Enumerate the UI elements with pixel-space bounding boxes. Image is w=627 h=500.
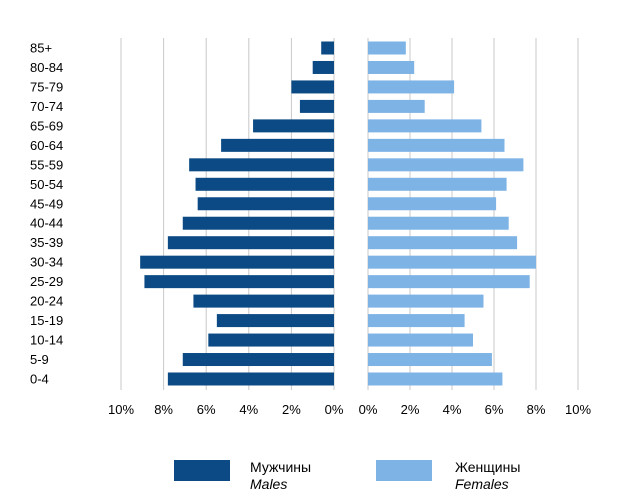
tick-right: 0% [359, 402, 378, 417]
bar-male-80-84 [312, 60, 334, 74]
bar-male-25-29 [144, 275, 334, 289]
bar-male-0-4 [167, 372, 334, 386]
bar-male-65-69 [253, 119, 334, 133]
legend-swatch-males [174, 460, 230, 481]
legend-label-females-ru: Женщины [455, 459, 521, 475]
bar-female-65-69 [368, 119, 482, 133]
bar-female-45-49 [368, 197, 497, 211]
bar-male-85+ [321, 41, 334, 55]
tick-left: 10% [108, 402, 134, 417]
bar-male-10-14 [208, 333, 334, 347]
age-label-30-34: 30-34 [30, 255, 63, 270]
bar-female-70-74 [368, 99, 425, 113]
age-label-35-39: 35-39 [30, 235, 63, 250]
legend-label-females: Женщины Females [455, 459, 520, 493]
bar-female-50-54 [368, 177, 507, 191]
age-label-10-14: 10-14 [30, 333, 63, 348]
grid-left [120, 38, 335, 390]
x-axis-ticks-left: 10% 8% 6% 4% 2% 0% [108, 402, 344, 417]
male-bars [140, 41, 334, 386]
age-label-20-24: 20-24 [30, 294, 63, 309]
legend-label-females-en: Females [455, 476, 509, 492]
age-group-labels: 85+ 80-84 75-79 70-74 65-69 60-64 55-59 50-54 45… [30, 41, 63, 387]
age-label-40-44: 40-44 [30, 216, 63, 231]
tick-right: 6% [485, 402, 504, 417]
bar-male-40-44 [182, 216, 334, 230]
age-label-15-19: 15-19 [30, 313, 63, 328]
bar-male-70-74 [299, 99, 334, 113]
bar-male-50-54 [195, 177, 334, 191]
bar-female-55-59 [368, 158, 524, 172]
female-bars [368, 41, 536, 386]
bar-female-85+ [368, 41, 406, 55]
bar-male-15-19 [216, 314, 334, 328]
tick-left: 8% [154, 402, 173, 417]
bar-female-0-4 [368, 372, 503, 386]
bar-male-60-64 [221, 138, 334, 152]
legend-label-males: Мужчины Males [250, 459, 311, 493]
age-label-65-69: 65-69 [30, 118, 63, 133]
grid-right [367, 38, 579, 390]
legend-swatch-females [376, 460, 432, 481]
bar-female-5-9 [368, 353, 492, 367]
bar-male-20-24 [193, 294, 334, 308]
population-pyramid-chart: 85+ 80-84 75-79 70-74 65-69 60-64 55-59 50-54 45… [30, 38, 592, 417]
legend-label-males-ru: Мужчины [250, 459, 312, 475]
age-label-45-49: 45-49 [30, 196, 63, 211]
legend-label-males-en: Males [250, 476, 288, 492]
age-label-60-64: 60-64 [30, 138, 63, 153]
tick-left: 6% [197, 402, 216, 417]
bar-male-45-49 [197, 197, 334, 211]
bar-female-75-79 [368, 80, 455, 94]
x-axis-ticks-right: 0% 2% 4% 6% 8% 10% [359, 402, 592, 417]
age-label-0-4: 0-4 [30, 371, 49, 386]
bar-male-55-59 [189, 158, 334, 172]
tick-right: 2% [401, 402, 420, 417]
age-label-25-29: 25-29 [30, 274, 63, 289]
bar-female-35-39 [368, 236, 518, 250]
tick-right: 8% [527, 402, 546, 417]
bar-female-15-19 [368, 314, 465, 328]
bar-male-35-39 [167, 236, 334, 250]
bar-female-80-84 [368, 60, 415, 74]
age-label-55-59: 55-59 [30, 157, 63, 172]
tick-right: 10% [565, 402, 591, 417]
bar-male-30-34 [140, 255, 334, 269]
bar-female-60-64 [368, 138, 505, 152]
age-label-85+: 85+ [30, 41, 52, 56]
tick-left: 2% [282, 402, 301, 417]
age-label-75-79: 75-79 [30, 79, 63, 94]
tick-right: 4% [443, 402, 462, 417]
bar-female-25-29 [368, 275, 530, 289]
age-label-70-74: 70-74 [30, 99, 63, 114]
tick-left: 0% [325, 402, 344, 417]
age-label-50-54: 50-54 [30, 177, 63, 192]
age-label-80-84: 80-84 [30, 60, 63, 75]
bar-male-75-79 [291, 80, 334, 94]
bar-female-20-24 [368, 294, 484, 308]
tick-left: 4% [239, 402, 258, 417]
bar-female-40-44 [368, 216, 509, 230]
age-label-5-9: 5-9 [30, 352, 49, 367]
legend: Мужчины Males Женщины Females [0, 455, 627, 495]
bar-female-10-14 [368, 333, 473, 347]
bar-male-5-9 [182, 353, 334, 367]
bar-female-30-34 [368, 255, 536, 269]
